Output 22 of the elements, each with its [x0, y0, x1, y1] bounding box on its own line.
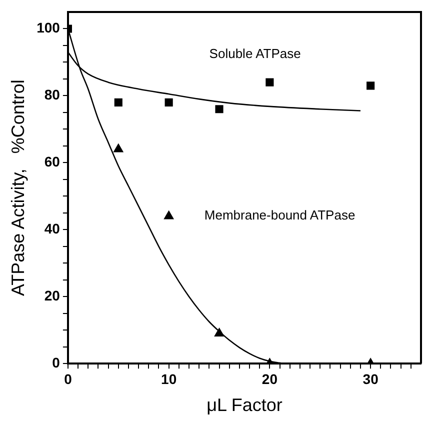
y-tick-label: 20	[44, 287, 60, 304]
x-tick-label: 20	[262, 370, 278, 387]
y-axis-title: ATPase Activity, %Control	[8, 80, 28, 296]
x-tick-label: 0	[64, 370, 72, 387]
point	[214, 328, 224, 336]
x-tick-label: 10	[161, 370, 177, 387]
annotation: Membrane-bound ATPase	[204, 208, 356, 223]
point	[164, 210, 174, 220]
y-tick-label: 60	[44, 154, 60, 170]
point	[114, 144, 124, 152]
point	[164, 98, 173, 106]
x-tick-label: 30	[362, 370, 379, 387]
y-tick-label: 80	[44, 86, 60, 103]
annotation: Soluble ATPase	[209, 46, 301, 61]
x-axis-title: μL Factor	[206, 395, 282, 416]
y-tick-label: 0	[52, 354, 60, 370]
point	[366, 82, 375, 90]
y-tick-label: 100	[36, 20, 60, 36]
point	[114, 98, 122, 106]
point	[266, 78, 274, 86]
y-tick-label: 40	[44, 220, 60, 237]
point	[215, 105, 224, 114]
